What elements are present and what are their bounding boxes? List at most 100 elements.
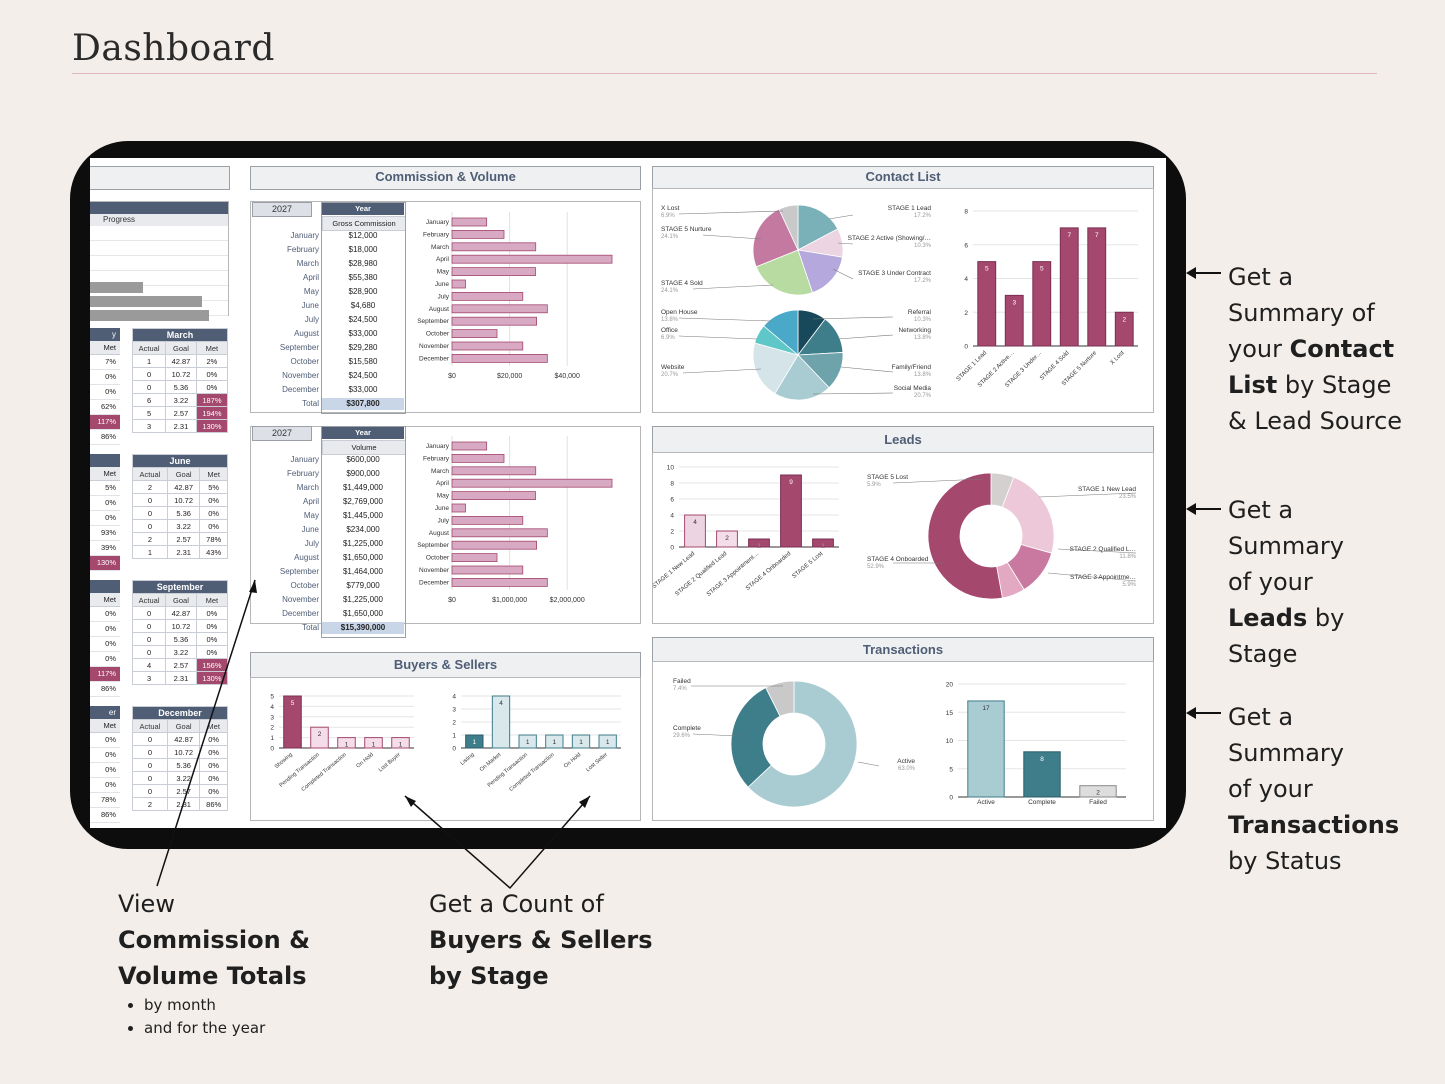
pie-slice-pct: 6.9% bbox=[661, 213, 675, 219]
buyers-pointer-line bbox=[404, 795, 591, 890]
leads-ann-line1: Get a bbox=[1228, 496, 1294, 524]
y-tick-label: 10 bbox=[946, 738, 954, 745]
bar-value-label: 1 bbox=[473, 739, 477, 746]
pie-leader-line bbox=[1047, 572, 1137, 582]
bar-value-label: 2 bbox=[1122, 316, 1126, 323]
leads-arrow-head bbox=[1186, 503, 1196, 515]
y-tick-label: 0 bbox=[949, 795, 953, 802]
month-label: October bbox=[290, 581, 319, 590]
month-table-row: 3 2.31 130% bbox=[131, 419, 229, 433]
leads-panel-title: Leads bbox=[652, 426, 1154, 454]
y-tick-label: 0 bbox=[964, 344, 968, 351]
bar-category-label: October bbox=[426, 331, 450, 338]
contact-ann-line4: List by Stage bbox=[1228, 367, 1402, 403]
chart-bar bbox=[780, 474, 802, 548]
value-cell: $1,225,000 bbox=[342, 595, 384, 604]
month-label: March bbox=[296, 259, 319, 268]
value-cell: $779,000 bbox=[346, 581, 380, 590]
month-table-row: 1 2.31 43% bbox=[132, 545, 228, 559]
month-bar bbox=[451, 491, 536, 500]
comm-ann-bullet2: and for the year bbox=[144, 1017, 310, 1040]
month-label: May bbox=[303, 511, 319, 520]
chart-bar bbox=[391, 737, 410, 749]
pie-leader-line bbox=[857, 761, 880, 767]
total-label: Total bbox=[302, 399, 319, 408]
partial-met-cell: 0% bbox=[90, 496, 120, 511]
bar-category-label: May bbox=[437, 269, 450, 276]
bar-category-label: March bbox=[431, 468, 449, 475]
month-bar bbox=[451, 528, 548, 538]
title-divider bbox=[72, 73, 1377, 74]
partial-table-title: y bbox=[90, 328, 120, 341]
progress-bar-fill bbox=[90, 310, 209, 321]
pie-slice-label: Networking bbox=[898, 327, 931, 334]
partial-met-cell: 5% bbox=[90, 481, 120, 496]
value-cell: $1,225,000 bbox=[342, 539, 384, 548]
month-table-cell: 130% bbox=[195, 671, 229, 685]
month-table-cell: 130% bbox=[195, 419, 229, 433]
chart-bar bbox=[337, 737, 356, 749]
chart-bar bbox=[1059, 227, 1079, 347]
month-label: January bbox=[290, 231, 319, 240]
value-cell: $12,000 bbox=[348, 231, 378, 240]
x-category-label: Active bbox=[977, 799, 995, 806]
bar-category-label: September bbox=[417, 542, 450, 549]
pie-slice-pct: 24.1% bbox=[661, 288, 679, 294]
month-label: September bbox=[279, 343, 319, 352]
transactions-arrow-head bbox=[1186, 707, 1196, 719]
month-table-cell: 86% bbox=[199, 797, 228, 811]
page-title: Dashboard bbox=[72, 28, 275, 69]
buyers-pointer-head-left bbox=[405, 796, 416, 807]
x-tick-label: $0 bbox=[448, 597, 456, 604]
pie-slice-label: STAGE 2 Active (Showing/… bbox=[848, 235, 931, 242]
value-cell: $2,769,000 bbox=[342, 497, 384, 506]
bar-value-label: 5 bbox=[985, 266, 989, 273]
pie-slice-label: Complete bbox=[673, 725, 701, 732]
month-table-row: 6 3.22 187% bbox=[131, 393, 229, 407]
contact-ann-line3: your Contact bbox=[1228, 331, 1402, 367]
x-tick-label: $2,000,000 bbox=[550, 597, 585, 604]
bar-value-label: 9 bbox=[789, 479, 793, 486]
month-label: March bbox=[296, 483, 319, 492]
bar-value-label: 8 bbox=[1040, 756, 1044, 763]
progress-row bbox=[90, 271, 228, 286]
chart-bar bbox=[491, 695, 511, 749]
leads-annotation: Get a Summary of your Leads by Stage bbox=[1228, 492, 1344, 672]
y-tick-label: 8 bbox=[670, 481, 674, 488]
month-table-cell: 2.31 bbox=[166, 545, 201, 559]
bar-value-label: 1 bbox=[757, 543, 761, 550]
trans-ann-line5: by Status bbox=[1228, 847, 1342, 875]
bar-category-label: November bbox=[419, 567, 450, 574]
month-bar bbox=[451, 453, 505, 463]
value-cell: $33,000 bbox=[348, 385, 378, 394]
x-tick-label: $40,000 bbox=[555, 373, 580, 380]
pie-slice-label: STAGE 1 Lead bbox=[888, 205, 932, 212]
value-cell: $600,000 bbox=[346, 455, 380, 464]
monthly-bar-chart: $0 $1,000,000 $2,000,000 January February Mar… bbox=[417, 436, 613, 604]
pie-slice-pct: 10.3% bbox=[914, 243, 932, 249]
source-pie-slice bbox=[752, 342, 799, 395]
partial-met-cell: 93% bbox=[90, 526, 120, 541]
pie-leader-line bbox=[702, 234, 762, 240]
y-tick-label: 20 bbox=[946, 682, 954, 689]
contact-ann-line4-bold: List bbox=[1228, 371, 1278, 399]
bar-category-label: July bbox=[437, 293, 449, 300]
month-bar bbox=[451, 242, 537, 252]
pie-leader-line bbox=[678, 317, 772, 322]
pie-slice-pct: 13.8% bbox=[914, 335, 932, 341]
month-label: May bbox=[303, 287, 319, 296]
y-tick-label: 6 bbox=[670, 497, 674, 504]
partial-met-cell: 86% bbox=[90, 682, 120, 697]
progress-row bbox=[90, 256, 228, 271]
pie-slice-pct: 17.2% bbox=[914, 278, 932, 284]
leads-panel: 0 2 4 6 8 10 4 STAGE 1 New Lead 2 STAGE 2 Qualifi… bbox=[651, 452, 1154, 624]
pie-slice-pct: 20.7% bbox=[661, 372, 679, 378]
month-table-col-header: Actual bbox=[132, 719, 168, 733]
chart-bar bbox=[748, 538, 770, 548]
bar-value-label: 1 bbox=[606, 739, 610, 746]
y-tick-label: 2 bbox=[270, 725, 274, 732]
month-label: July bbox=[304, 315, 319, 324]
bar-value-label: 1 bbox=[399, 742, 403, 749]
y-tick-label: 2 bbox=[964, 310, 968, 317]
buyers-ann-line2: Buyers & Sellers bbox=[429, 922, 652, 958]
